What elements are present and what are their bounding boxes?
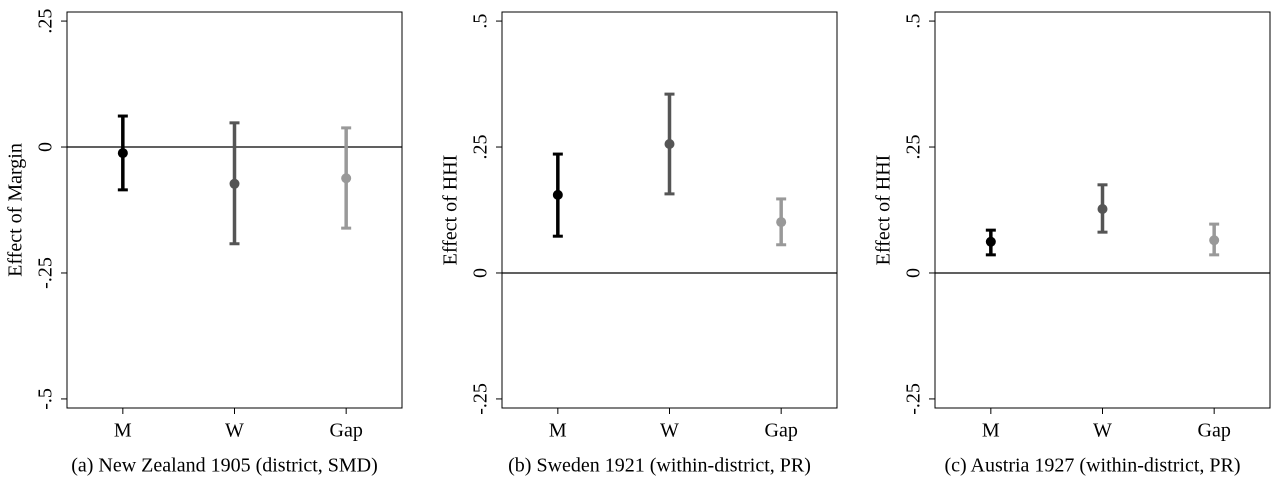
x-tick-label: Gap (330, 420, 363, 442)
y-tick-label: 0 (903, 268, 925, 278)
y-tick-label: .5 (470, 14, 492, 29)
x-tick-label: Gap (765, 420, 798, 442)
y-tick-label: .25 (35, 9, 57, 34)
point (985, 236, 996, 247)
y-tick-label: -.5 (35, 388, 57, 410)
point (1097, 203, 1108, 214)
y-axis-label: Effect of HHI (873, 155, 895, 266)
point (552, 189, 563, 200)
y-axis-label: Effect of HHI (440, 155, 462, 266)
x-tick-label: M (549, 420, 567, 442)
x-tick-label: M (982, 420, 1000, 442)
y-tick-label: .25 (470, 135, 492, 160)
y-tick-label: .25 (903, 135, 925, 160)
panel-caption: (b) Sweden 1921 (within-district, PR) (508, 455, 811, 477)
panel-caption: (c) Austria 1927 (within-district, PR) (944, 455, 1240, 477)
x-tick-label: Gap (1198, 420, 1231, 442)
plot-frame (501, 11, 838, 409)
x-tick-label: M (114, 420, 132, 442)
x-tick-label: W (225, 420, 244, 442)
y-tick-label: 0 (35, 142, 57, 152)
panel-caption: (a) New Zealand 1905 (district, SMD) (71, 455, 378, 477)
point (776, 217, 787, 228)
y-axis-label: Effect of Margin (5, 143, 27, 277)
point (229, 178, 240, 189)
y-tick-label: 0 (470, 268, 492, 278)
point (341, 173, 352, 184)
x-tick-label: W (660, 420, 679, 442)
y-tick-label: -.25 (470, 383, 492, 415)
x-tick-label: W (1093, 420, 1112, 442)
y-tick-label: .5 (903, 14, 925, 29)
y-tick-label: -.25 (903, 383, 925, 415)
y-tick-label: -.25 (35, 257, 57, 289)
point (1209, 235, 1220, 246)
point (664, 139, 675, 149)
point (117, 148, 128, 159)
